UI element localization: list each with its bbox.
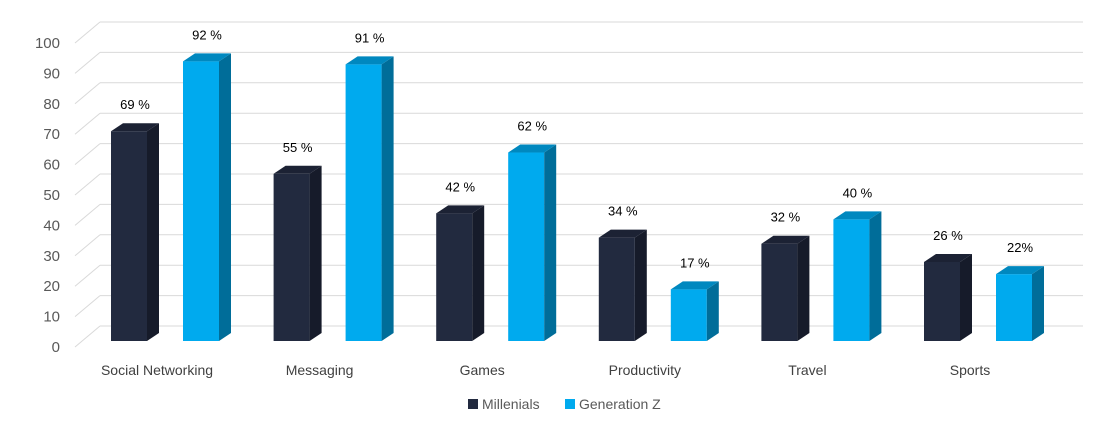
gridline-diagonal (74, 204, 101, 226)
x-tick-label: Messaging (286, 362, 354, 378)
gridline-diagonal (74, 82, 101, 105)
bar-front-0 (761, 243, 798, 341)
x-tick-label: Sports (950, 362, 990, 378)
x-tick-label: Games (460, 362, 505, 378)
bar-side-1 (869, 211, 882, 341)
gridline-diagonal (74, 21, 101, 44)
gridline-diagonal (74, 295, 101, 317)
legend-label: Generation Z (579, 396, 661, 412)
bar-top-0 (598, 229, 647, 238)
bar-side-0 (309, 165, 322, 341)
bar-top-1 (670, 281, 719, 290)
legend-swatch (565, 399, 575, 409)
bar-side-0 (960, 253, 972, 341)
bar-front-1 (183, 61, 219, 341)
y-tick-label: 30 (43, 248, 60, 265)
bar-top-0 (436, 205, 485, 214)
y-tick-label: 90 (43, 65, 60, 82)
bar-side-1 (1032, 266, 1044, 341)
bar-front-1 (508, 152, 545, 341)
y-tick-label: 60 (43, 157, 60, 174)
data-label: 69 % (120, 97, 150, 112)
data-label: 26 % (933, 228, 963, 243)
data-label: 32 % (771, 210, 801, 225)
y-tick-label: 0 (52, 339, 60, 356)
data-label: 40 % (843, 185, 873, 200)
y-tick-label: 40 (43, 217, 60, 234)
bar-side-1 (381, 56, 394, 342)
bar-front-1 (996, 274, 1032, 341)
bar-top-1 (833, 211, 882, 220)
bar-side-1 (706, 281, 719, 341)
bar-side-0 (797, 235, 810, 341)
data-label: 42 % (445, 179, 475, 194)
bar-front-1 (670, 289, 707, 341)
gridline-diagonal (74, 264, 101, 287)
y-tick-label: 80 (43, 96, 60, 113)
legend-label: Millenials (482, 396, 540, 412)
bar-top-1 (183, 53, 231, 62)
bar-front-0 (924, 261, 960, 341)
bar-front-0 (598, 237, 635, 341)
bar-side-0 (634, 229, 647, 341)
bar-front-0 (111, 131, 147, 341)
gridline-diagonal (74, 234, 101, 257)
y-tick-label: 70 (43, 126, 60, 143)
data-label: 55 % (283, 140, 313, 155)
bar-top-0 (924, 253, 972, 262)
y-tick-label: 10 (43, 309, 60, 326)
bar-side-1 (219, 53, 231, 341)
bar-side-0 (472, 205, 485, 341)
data-label: 62 % (517, 119, 547, 134)
bar-top-0 (273, 165, 322, 174)
gridline-diagonal (74, 325, 101, 348)
y-tick-label: 20 (43, 278, 60, 295)
bar-side-0 (147, 123, 159, 342)
gridline-diagonal (74, 143, 101, 165)
bar-front-0 (436, 213, 473, 341)
bar-top-1 (996, 266, 1044, 275)
data-label: 17 % (680, 255, 710, 270)
y-tick-label: 50 (43, 187, 60, 204)
data-label: 92 % (192, 27, 222, 42)
bar-top-0 (761, 235, 810, 244)
data-label: 22% (1007, 240, 1033, 255)
x-tick-label: Travel (788, 362, 826, 378)
x-tick-label: Social Networking (101, 362, 213, 378)
gridline-diagonal (74, 112, 101, 135)
bar-top-0 (111, 123, 159, 132)
gridline-diagonal (74, 173, 101, 196)
bar-front-0 (273, 173, 310, 341)
bar-top-1 (508, 144, 557, 153)
data-label: 34 % (608, 204, 638, 219)
x-tick-label: Productivity (609, 362, 681, 378)
bar-side-1 (544, 144, 557, 341)
bar-front-1 (345, 64, 382, 342)
bar-top-1 (345, 56, 394, 65)
bar-front-1 (833, 219, 870, 341)
legend-swatch (468, 399, 478, 409)
data-label: 91 % (355, 30, 385, 45)
y-tick-label: 100 (35, 35, 60, 52)
gridline-diagonal (74, 52, 101, 74)
